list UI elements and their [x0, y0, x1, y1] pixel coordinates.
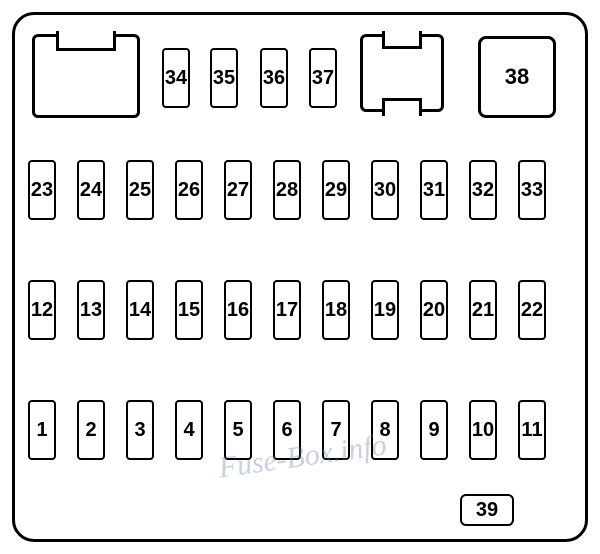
fuse-3: 3 [126, 400, 154, 460]
fuse-31: 31 [420, 160, 448, 220]
relay-mid-notch-bottom [382, 98, 422, 116]
fuse-20: 20 [420, 280, 448, 340]
fuse-12: 12 [28, 280, 56, 340]
fuse-30: 30 [371, 160, 399, 220]
fuse-9: 9 [420, 400, 448, 460]
fuse-17: 17 [273, 280, 301, 340]
fuse-1: 1 [28, 400, 56, 460]
fuse-36: 36 [260, 48, 288, 108]
fuse-8: 8 [371, 400, 399, 460]
fuse-23: 23 [28, 160, 56, 220]
fuse-2: 2 [77, 400, 105, 460]
fuse-29: 29 [322, 160, 350, 220]
fuse-11: 11 [518, 400, 546, 460]
fuse-39: 39 [460, 494, 514, 526]
fuse-18: 18 [322, 280, 350, 340]
fuse-39-label: 39 [476, 499, 498, 522]
fuse-22: 22 [518, 280, 546, 340]
relay-mid-notch-top [382, 31, 422, 49]
fuse-10: 10 [469, 400, 497, 460]
fuse-6: 6 [273, 400, 301, 460]
fuse-24: 24 [77, 160, 105, 220]
fuse-38: 38 [478, 36, 556, 118]
fuse-box-canvas: 38 34353637 2324252627282930313233 12131… [0, 0, 600, 554]
fuse-38-label: 38 [505, 64, 529, 90]
fuse-25: 25 [126, 160, 154, 220]
fuse-27: 27 [224, 160, 252, 220]
fuse-28: 28 [273, 160, 301, 220]
fuse-14: 14 [126, 280, 154, 340]
fuse-34: 34 [162, 48, 190, 108]
fuse-4: 4 [175, 400, 203, 460]
fuse-5: 5 [224, 400, 252, 460]
fuse-35: 35 [210, 48, 238, 108]
fuse-13: 13 [77, 280, 105, 340]
fuse-26: 26 [175, 160, 203, 220]
fuse-37: 37 [309, 48, 337, 108]
fuse-16: 16 [224, 280, 252, 340]
fuse-32: 32 [469, 160, 497, 220]
relay-left-notch [56, 31, 116, 51]
fuse-15: 15 [175, 280, 203, 340]
fuse-21: 21 [469, 280, 497, 340]
fuse-19: 19 [371, 280, 399, 340]
fuse-7: 7 [322, 400, 350, 460]
fuse-33: 33 [518, 160, 546, 220]
